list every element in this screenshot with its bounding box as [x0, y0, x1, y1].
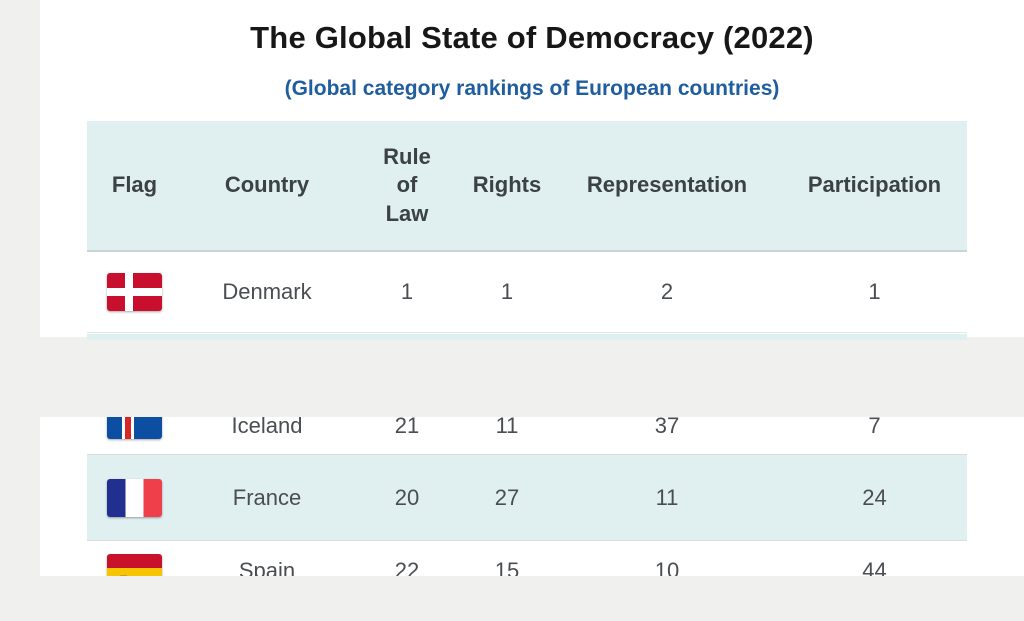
top-image-fragment: The Global State of Democracy (2022) (Gl… — [40, 0, 1024, 340]
iceland-flag-icon — [107, 417, 162, 439]
table-row-denmark: Denmark 1 1 2 1 — [87, 252, 967, 333]
rule-of-law-value: 22 — [394, 558, 420, 576]
column-header-rights: Rights — [472, 172, 542, 198]
column-header-representation: Representation — [586, 172, 748, 198]
denmark-flag-icon — [107, 273, 162, 311]
democracy-table-bottom: Iceland 21 11 37 7 France 20 27 11 24 Sp… — [87, 417, 967, 576]
representation-value: 11 — [655, 484, 679, 510]
france-flag-icon — [107, 478, 162, 517]
rights-value: 27 — [494, 484, 520, 510]
bottom-image-fragment: Iceland 21 11 37 7 France 20 27 11 24 Sp… — [40, 417, 1024, 576]
rights-value: 15 — [494, 558, 520, 576]
page-title: The Global State of Democracy (2022) — [250, 20, 814, 55]
participation-value: 24 — [862, 484, 887, 510]
participation-value: 1 — [868, 279, 881, 304]
participation-value: 44 — [862, 558, 887, 576]
table-row-iceland: Iceland 21 11 37 7 — [87, 417, 967, 455]
rights-value: 1 — [500, 279, 514, 304]
rule-of-law-value: 1 — [400, 279, 414, 304]
table-row-france: France 20 27 11 24 — [87, 455, 967, 541]
column-header-participation: Participation — [807, 172, 942, 198]
table-row-spain: Spain 22 15 10 44 — [87, 541, 967, 576]
representation-value: 10 — [654, 558, 680, 576]
column-header-country: Country — [224, 172, 310, 198]
rule-of-law-value: 21 — [394, 417, 420, 438]
column-header-rule-of-law: Rule of Law — [383, 143, 431, 226]
column-header-flag: Flag — [111, 172, 158, 198]
rule-of-law-value: 20 — [394, 484, 420, 510]
country-name: Denmark — [222, 279, 312, 304]
page-subtitle: (Global category rankings of European co… — [284, 77, 780, 100]
table-header-row: Flag Country Rule of Law Rights Represen… — [87, 121, 967, 252]
country-name: France — [232, 484, 302, 510]
democracy-table-top: Flag Country Rule of Law Rights Represen… — [87, 121, 967, 340]
rights-value: 11 — [495, 417, 519, 438]
participation-value: 7 — [868, 417, 881, 438]
country-name: Spain — [238, 558, 296, 576]
representation-value: 2 — [660, 279, 674, 304]
country-name: Iceland — [231, 417, 303, 438]
spain-flag-icon — [107, 554, 162, 576]
next-row-top-sliver — [87, 334, 967, 340]
representation-value: 37 — [654, 417, 680, 438]
